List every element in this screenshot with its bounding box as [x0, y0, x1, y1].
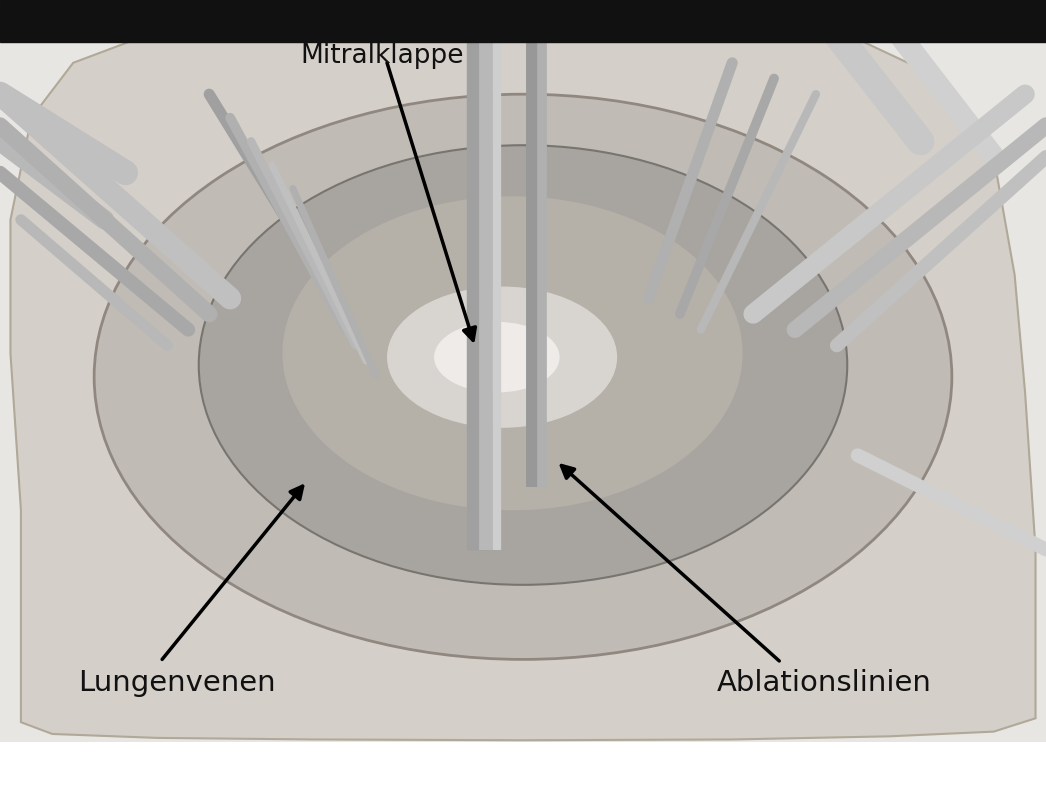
- Text: Ablationslinien: Ablationslinien: [717, 669, 931, 697]
- Bar: [0, 0, 1046, 42]
- Ellipse shape: [94, 94, 952, 659]
- Ellipse shape: [282, 196, 743, 510]
- Ellipse shape: [199, 145, 847, 585]
- Text: Lungenvenen: Lungenvenen: [78, 669, 276, 697]
- FancyBboxPatch shape: [0, 0, 1046, 742]
- Ellipse shape: [387, 287, 617, 428]
- Ellipse shape: [434, 322, 560, 392]
- Text: Mitralklappe: Mitralklappe: [300, 43, 463, 69]
- Polygon shape: [10, 8, 1036, 740]
